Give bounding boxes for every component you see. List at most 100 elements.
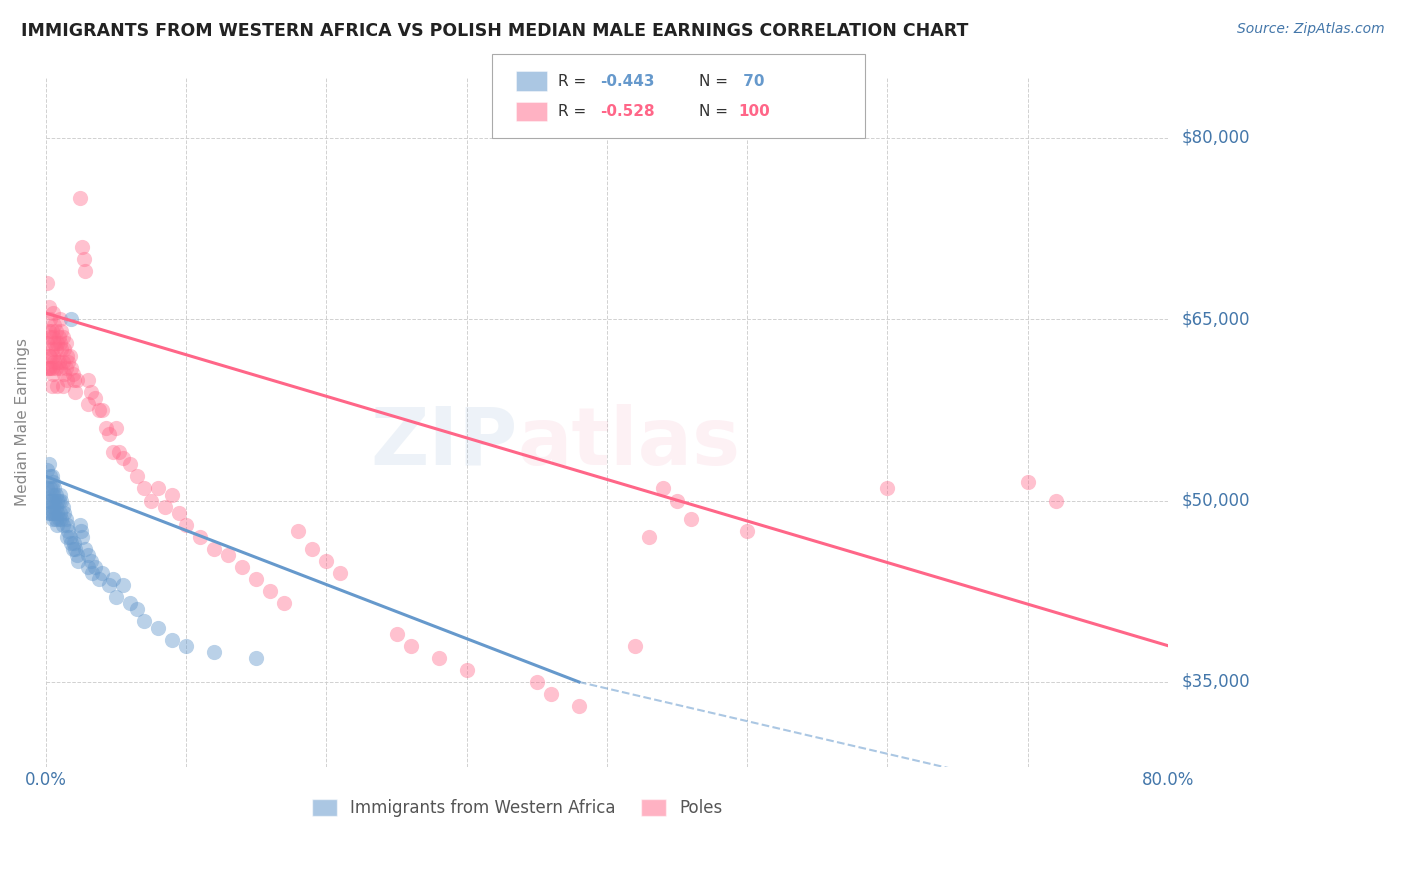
Legend: Immigrants from Western Africa, Poles: Immigrants from Western Africa, Poles [305, 792, 730, 823]
Point [231, 560, 253, 574]
Point [98, 578, 121, 592]
Point [39, 312, 62, 326]
Point [127, 469, 149, 483]
Text: $35,000: $35,000 [1182, 673, 1250, 691]
Point [38, 300, 60, 314]
Point [202, 645, 225, 659]
Point [48, 493, 70, 508]
Point [45, 343, 67, 357]
Point [153, 500, 176, 514]
Point [67, 554, 90, 568]
Point [65, 541, 87, 556]
Point [38, 506, 60, 520]
Point [56, 349, 79, 363]
Point [39, 493, 62, 508]
Point [39, 469, 62, 483]
Point [46, 378, 69, 392]
Point [44, 318, 66, 333]
Point [103, 445, 125, 459]
Point [56, 530, 79, 544]
Point [75, 264, 97, 278]
Point [56, 373, 79, 387]
Point [245, 572, 267, 586]
Point [1017, 475, 1039, 490]
Point [72, 240, 94, 254]
Point [624, 639, 647, 653]
Point [89, 572, 111, 586]
Point [37, 360, 59, 375]
Text: $50,000: $50,000 [1182, 491, 1250, 509]
Point [37, 463, 59, 477]
Point [49, 360, 72, 375]
Point [41, 378, 63, 392]
Text: 100: 100 [738, 104, 770, 119]
Point [77, 548, 100, 562]
Point [568, 699, 591, 714]
Point [45, 360, 67, 375]
Point [217, 548, 239, 562]
Point [51, 324, 73, 338]
Point [69, 517, 91, 532]
Point [167, 506, 190, 520]
Point [38, 349, 60, 363]
Point [427, 650, 450, 665]
Text: $80,000: $80,000 [1182, 128, 1250, 147]
Point [259, 584, 281, 599]
Point [160, 632, 183, 647]
Point [69, 191, 91, 205]
Point [188, 530, 211, 544]
Text: N =: N = [699, 74, 733, 88]
Point [315, 554, 337, 568]
Point [55, 336, 77, 351]
Point [103, 572, 125, 586]
Point [48, 512, 70, 526]
Text: ZIP: ZIP [370, 404, 517, 482]
Point [48, 330, 70, 344]
Text: IMMIGRANTS FROM WESTERN AFRICA VS POLISH MEDIAN MALE EARNINGS CORRELATION CHART: IMMIGRANTS FROM WESTERN AFRICA VS POLISH… [21, 22, 969, 40]
Point [666, 493, 689, 508]
Point [60, 536, 83, 550]
Point [638, 530, 661, 544]
Point [160, 487, 183, 501]
Point [80, 554, 103, 568]
Point [84, 391, 107, 405]
Point [73, 252, 96, 266]
Point [735, 524, 758, 538]
Point [91, 566, 114, 581]
Point [49, 336, 72, 351]
Point [52, 330, 75, 344]
Point [55, 512, 77, 526]
Point [52, 378, 75, 392]
Point [51, 493, 73, 508]
Point [456, 663, 478, 677]
Point [53, 343, 76, 357]
Text: N =: N = [699, 104, 733, 119]
Point [245, 650, 267, 665]
Point [56, 517, 79, 532]
Point [112, 578, 135, 592]
Point [98, 427, 121, 442]
Point [39, 330, 62, 344]
Point [385, 626, 408, 640]
Point [48, 354, 70, 368]
Point [105, 591, 128, 605]
Point [60, 312, 83, 326]
Point [46, 506, 69, 520]
Point [141, 493, 163, 508]
Point [49, 506, 72, 520]
Point [146, 621, 169, 635]
Point [134, 615, 156, 629]
Point [45, 512, 67, 526]
Point [51, 343, 73, 357]
Point [42, 512, 65, 526]
Y-axis label: Median Male Earnings: Median Male Earnings [15, 338, 30, 506]
Point [53, 506, 76, 520]
Point [120, 458, 142, 472]
Point [55, 360, 77, 375]
Point [72, 530, 94, 544]
Point [540, 687, 562, 701]
Point [59, 349, 82, 363]
Point [301, 541, 323, 556]
Point [876, 482, 898, 496]
Point [37, 336, 59, 351]
